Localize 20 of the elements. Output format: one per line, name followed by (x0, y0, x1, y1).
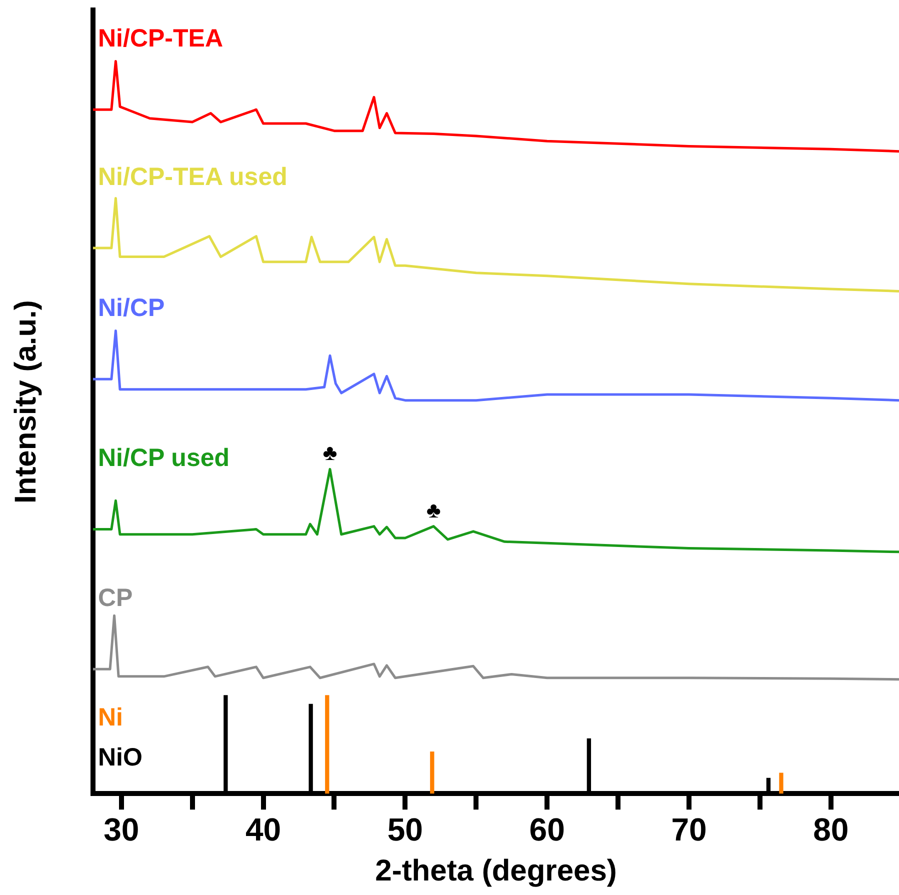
annotation: ♣ (322, 440, 338, 466)
text: Ni (98, 703, 123, 732)
series-label: Ni/CP-TEA (98, 24, 223, 52)
annotation: ♣ (426, 497, 441, 522)
x-tick-label: 40 (245, 812, 282, 848)
x-tick-label: 80 (813, 812, 849, 848)
series-label: Ni/CP (98, 294, 165, 322)
x-axis-title: 2-theta (degrees) (375, 854, 617, 888)
x-tick-label: 30 (104, 812, 140, 848)
x-tick-label: 50 (387, 812, 423, 848)
x-tick-label: 70 (671, 812, 707, 848)
text: NiO (98, 743, 142, 772)
bar (779, 772, 784, 794)
bar (325, 695, 330, 794)
x-tick-label: 60 (529, 812, 565, 848)
series-label: Ni/CP used (98, 444, 230, 472)
bar (430, 752, 434, 794)
series-label: CP (98, 584, 133, 612)
y-axis-title: Intensity (a.u.) (9, 300, 42, 504)
series-label: Ni/CP-TEA used (98, 162, 288, 191)
